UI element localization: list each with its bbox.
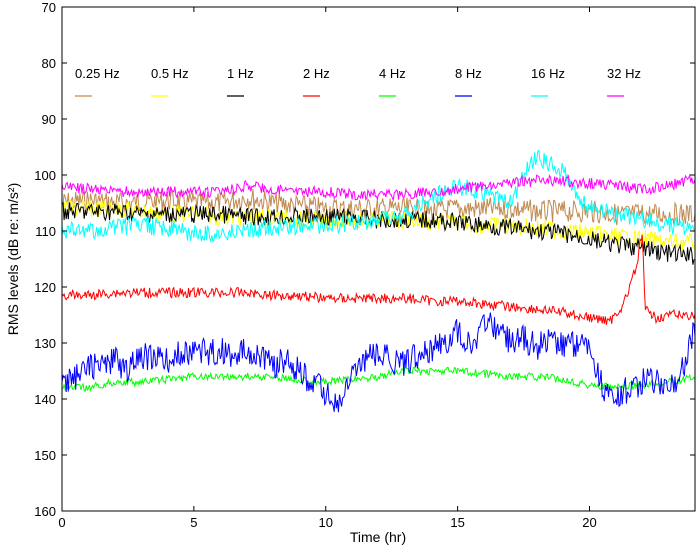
x-tick-label: 15 (450, 515, 464, 530)
series-line (61, 173, 696, 202)
x-axis-ticks: 0 5 10 15 20 (58, 7, 597, 530)
x-tick-label: 0 (58, 515, 65, 530)
legend-label: 0.25 Hz (75, 66, 120, 81)
plot-frame (61, 6, 696, 512)
legend-label: 16 Hz (531, 66, 565, 81)
y-tick-label: 160 (34, 504, 56, 519)
plot-area (62, 7, 695, 511)
y-tick-label: 150 (34, 448, 56, 463)
y-tick-label: 80 (42, 56, 56, 71)
legend-label: 2 Hz (303, 66, 330, 81)
x-axis-label: Time (hr) (350, 529, 406, 545)
y-tick-label: 100 (34, 168, 56, 183)
y-tick-label: 120 (34, 280, 56, 295)
y-axis-ticks: 70 80 90 100 110 120 130 140 150 160 (34, 0, 695, 519)
legend: 0.25 Hz 0.5 Hz 1 Hz 2 Hz 4 Hz 8 Hz 16 Hz 32 Hz (75, 66, 641, 97)
x-tick-label: 20 (582, 515, 596, 530)
series-layer (61, 149, 696, 413)
y-axis-label: RMS levels (dB re: m/s²) (5, 183, 21, 335)
y-tick-label: 130 (34, 336, 56, 351)
legend-label: 1 Hz (227, 66, 254, 81)
legend-label: 4 Hz (379, 66, 406, 81)
series-line (61, 201, 696, 265)
y-tick-label: 70 (42, 0, 56, 15)
legend-label: 32 Hz (607, 66, 641, 81)
series-line (61, 366, 696, 393)
series-line (61, 312, 696, 413)
series-line (61, 234, 696, 325)
series-line (61, 149, 696, 244)
legend-label: 8 Hz (455, 66, 482, 81)
legend-label: 0.5 Hz (151, 66, 189, 81)
x-tick-label: 10 (319, 515, 333, 530)
y-tick-label: 140 (34, 392, 56, 407)
y-tick-label: 90 (42, 112, 56, 127)
y-tick-label: 110 (35, 224, 56, 239)
x-tick-label: 5 (190, 515, 197, 530)
